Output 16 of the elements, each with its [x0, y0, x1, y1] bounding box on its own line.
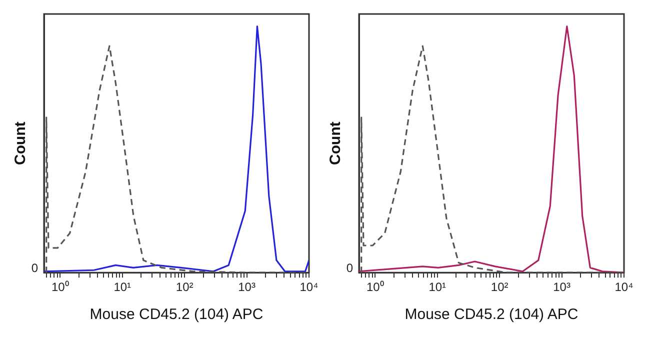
x-tick-label: 10⁴ [300, 280, 318, 294]
y-axis-title: Count [327, 122, 344, 165]
x-tick-label: 10¹ [428, 280, 446, 294]
x-tick-label: 10² [176, 280, 194, 294]
x-tick-label: 10³ [553, 280, 570, 294]
x-tick-label: 10¹ [114, 280, 132, 294]
x-tick-label: 10³ [238, 280, 256, 294]
text: 0 [346, 260, 354, 275]
x-axis-title: Mouse CD45.2 (104) APC [90, 306, 264, 324]
x-tick-label: 10² [490, 280, 508, 294]
text: 0 [31, 260, 38, 275]
x-axis-title: Mouse CD45.2 (104) APC [404, 306, 578, 324]
y-axis-title: Count [12, 122, 30, 165]
x-tick-label: 10⁰ [366, 280, 384, 294]
x-tick-label: 10⁴ [614, 280, 634, 294]
x-tick-label: 10⁰ [51, 280, 69, 294]
